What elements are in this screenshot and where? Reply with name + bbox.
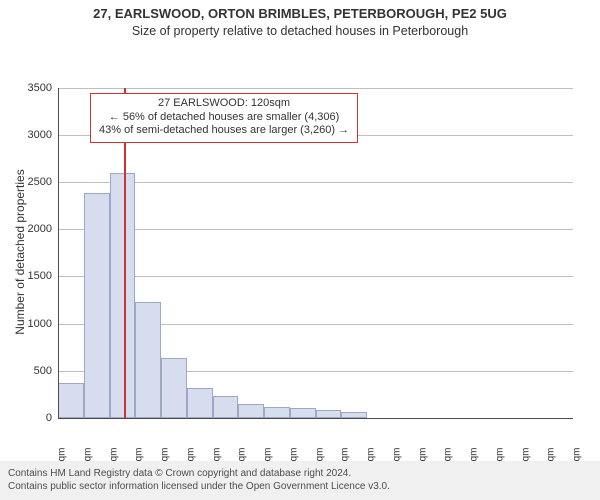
legend-line-2: ← 56% of detached houses are smaller (4,… bbox=[99, 111, 349, 125]
chart-title: 27, EARLSWOOD, ORTON BRIMBLES, PETERBORO… bbox=[0, 6, 600, 22]
footer: Contains HM Land Registry data © Crown c… bbox=[0, 461, 600, 500]
y-tick-label: 3500 bbox=[0, 82, 52, 94]
histogram-bar bbox=[110, 173, 136, 418]
histogram-bar bbox=[238, 404, 264, 418]
gridline bbox=[58, 182, 573, 183]
legend-line-3: 43% of semi-detached houses are larger (… bbox=[99, 124, 349, 138]
y-tick-label: 0 bbox=[0, 412, 52, 424]
histogram-bar bbox=[290, 408, 316, 417]
histogram-bar bbox=[161, 358, 187, 418]
histogram-bar bbox=[316, 410, 342, 418]
y-axis-title: Number of detached properties bbox=[13, 152, 27, 352]
histogram-bar bbox=[213, 396, 239, 418]
histogram-bar bbox=[135, 302, 161, 418]
gridline bbox=[58, 276, 573, 277]
y-tick-label: 500 bbox=[0, 365, 52, 377]
y-tick-label: 3000 bbox=[0, 129, 52, 141]
chart-subtitle: Size of property relative to detached ho… bbox=[0, 24, 600, 40]
x-axis-line bbox=[58, 418, 573, 419]
legend-line-1: 27 EARLSWOOD: 120sqm bbox=[99, 97, 349, 111]
histogram-bar bbox=[264, 407, 290, 418]
title-area: 27, EARLSWOOD, ORTON BRIMBLES, PETERBORO… bbox=[0, 0, 600, 40]
gridline bbox=[58, 229, 573, 230]
legend-box: 27 EARLSWOOD: 120sqm← 56% of detached ho… bbox=[90, 93, 358, 143]
histogram-bar bbox=[84, 193, 110, 418]
y-axis-line bbox=[58, 88, 59, 418]
gridline bbox=[58, 88, 573, 89]
footer-line-2: Contains public sector information licen… bbox=[8, 480, 592, 493]
footer-line-1: Contains HM Land Registry data © Crown c… bbox=[8, 467, 592, 480]
histogram-bar bbox=[58, 383, 84, 418]
histogram-bar bbox=[187, 388, 213, 418]
